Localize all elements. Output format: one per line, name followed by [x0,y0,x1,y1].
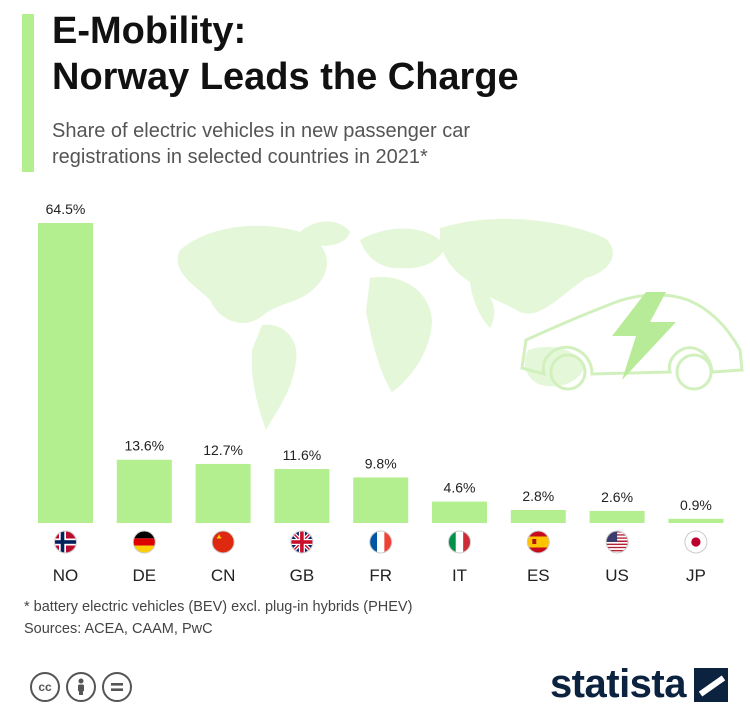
title-line-2: Norway Leads the Charge [52,56,519,98]
flag-jp-icon [684,530,708,554]
value-label-it: 4.6% [444,480,476,496]
bar-chart: 64.5% 13.6% 12.7% 11.6% 9.8% 4.6% 2.8% 2.6% 0.9%… [38,201,744,585]
category-label-it: IT [452,566,467,585]
bar-fr [353,477,409,523]
bar-no [38,223,93,523]
footnote: * battery electric vehicles (BEV) excl. … [24,599,413,615]
flag-gb-icon [290,530,314,554]
value-label-fr: 9.8% [365,455,397,471]
statista-mark-icon [694,667,728,702]
value-label-de: 13.6% [124,438,164,454]
flag-us-icon [605,530,629,554]
flag-es-icon [526,530,550,554]
value-label-cn: 12.7% [203,442,243,458]
flag-cn-icon [211,530,235,554]
electric-car-illustration [520,292,744,391]
flag-fr-icon [369,530,393,554]
bar-gb [274,469,330,523]
category-label-es: ES [527,566,550,585]
value-label-jp: 0.9% [680,497,712,513]
bar-es [510,509,566,523]
statista-logo[interactable]: statista [550,662,728,707]
category-label-no: NO [53,566,79,585]
category-label-us: US [605,566,629,585]
bar-it [432,501,487,523]
license-icons: cc [30,672,132,702]
flag-de-icon [132,530,156,554]
value-labels-group: 64.5% 13.6% 12.7% 11.6% 9.8% 4.6% 2.8% 2.6% 0.9% [46,201,712,513]
category-label-gb: GB [290,566,315,585]
category-label-jp: JP [686,566,706,585]
bar-cn [195,463,251,523]
category-label-fr: FR [369,566,392,585]
title-line-1: E-Mobility: [52,10,247,52]
brand-name: statista [549,662,687,706]
chart-title: E-Mobility: Norway Leads the Charge [52,8,519,100]
bar-jp [668,518,724,523]
bars-group [38,223,724,523]
lightning-bolt-icon [612,292,676,380]
bar-us [589,510,645,523]
subtitle-line-1: Share of electric vehicles in new passen… [52,120,470,142]
value-label-gb: 11.6% [283,447,322,463]
flag-it-icon [448,530,471,554]
no-derivatives-icon[interactable] [102,672,132,702]
subtitle-line-2: registrations in selected countries in 2… [52,146,428,168]
category-labels-group: NO DE CN GB FR IT ES US JP [53,566,706,585]
chart-subtitle: Share of electric vehicles in new passen… [52,118,672,170]
title-accent-bar [22,14,34,172]
chart-notes: * battery electric vehicles (BEV) excl. … [24,596,412,640]
sources: Sources: ACEA, CAAM, PwC [24,621,213,637]
category-label-de: DE [132,566,156,585]
bar-de [116,459,172,523]
creative-commons-icon[interactable]: cc [30,672,60,702]
value-label-us: 2.6% [601,489,633,505]
value-label-es: 2.8% [522,488,554,504]
category-label-cn: CN [211,566,236,585]
attribution-icon[interactable] [66,672,96,702]
flags-group [54,530,708,554]
value-label-no: 64.5% [46,201,86,217]
world-map-illustration [177,218,613,430]
flag-no-icon [54,530,77,554]
